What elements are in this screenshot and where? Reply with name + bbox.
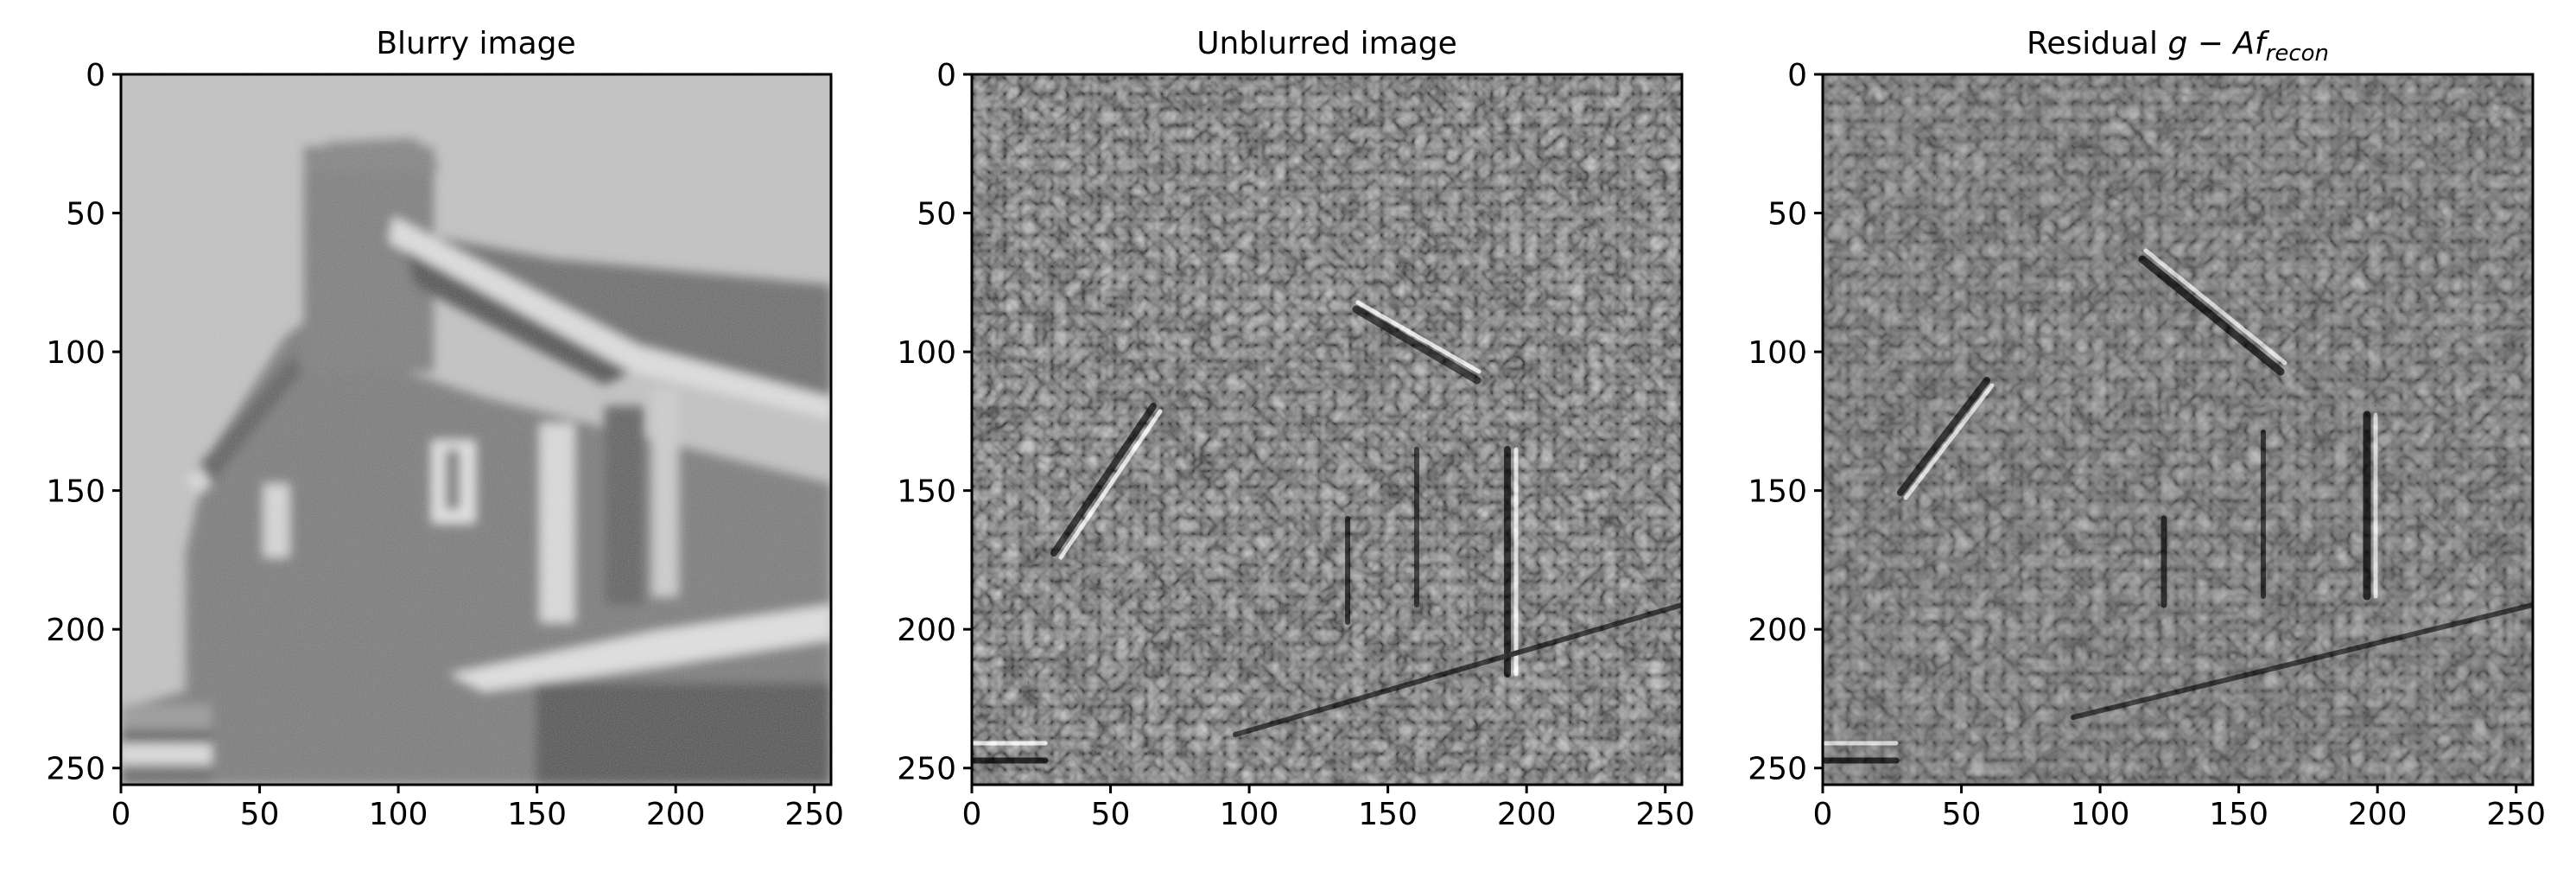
axes-frame [119, 73, 833, 786]
y-tick-label: 0 [86, 58, 105, 93]
x-tick-label: 150 [507, 797, 567, 832]
x-tick-label: 250 [1635, 797, 1695, 832]
y-tick-label: 200 [897, 613, 956, 648]
y-tick-label: 250 [1748, 752, 1807, 787]
panel-2-title: Unblurred image [1196, 26, 1457, 61]
panel-3-title-minus: − [2187, 26, 2233, 61]
y-tick-label: 250 [46, 752, 105, 787]
x-tick-label: 50 [1091, 797, 1131, 832]
panel-3-title-word: Residual [2027, 26, 2167, 61]
y-tick-label: 100 [897, 335, 956, 371]
x-tick-label: 50 [240, 797, 280, 832]
x-tick-label: 150 [2209, 797, 2268, 832]
panel-2-image [972, 74, 1682, 785]
y-tick-label: 50 [917, 197, 956, 232]
y-tick-label: 200 [1748, 613, 1807, 648]
y-tick-label: 0 [1787, 58, 1807, 93]
x-tick-label: 100 [1220, 797, 1279, 832]
y-tick-label: 150 [46, 474, 105, 510]
y-tick-label: 100 [46, 335, 105, 371]
x-tick-label: 100 [369, 797, 428, 832]
x-tick-label: 200 [646, 797, 706, 832]
y-tick-label: 150 [897, 474, 956, 510]
x-tick-label: 150 [1358, 797, 1418, 832]
x-tick-label: 250 [2486, 797, 2546, 832]
y-tick-label: 50 [66, 197, 105, 232]
x-tick-label: 0 [962, 797, 982, 832]
panel-3-title: Residual g − Afrecon [2027, 26, 2329, 67]
axes-frame [1821, 73, 2535, 786]
panel-1-title: Blurry image [376, 26, 575, 61]
y-tick-label: 100 [1748, 335, 1807, 371]
x-tick-label: 50 [1942, 797, 1982, 832]
panel-3-title-subscript: recon [2266, 41, 2329, 67]
y-tick-label: 50 [1767, 197, 1807, 232]
x-tick-label: 200 [2348, 797, 2408, 832]
y-tick-label: 250 [897, 752, 956, 787]
x-tick-label: 200 [1497, 797, 1557, 832]
axes-frame [970, 73, 1684, 786]
panel-3-image [1823, 74, 2533, 785]
x-tick-label: 0 [111, 797, 131, 832]
panel-3-title-af: Af [2231, 26, 2270, 61]
y-tick-label: 200 [46, 613, 105, 648]
y-tick-label: 0 [936, 58, 956, 93]
panel-1-image [121, 74, 831, 785]
panel-3-title-g: g [2167, 26, 2187, 61]
y-tick-label: 150 [1748, 474, 1807, 510]
x-tick-label: 100 [2071, 797, 2130, 832]
x-tick-label: 0 [1813, 797, 1833, 832]
x-tick-label: 250 [784, 797, 844, 832]
